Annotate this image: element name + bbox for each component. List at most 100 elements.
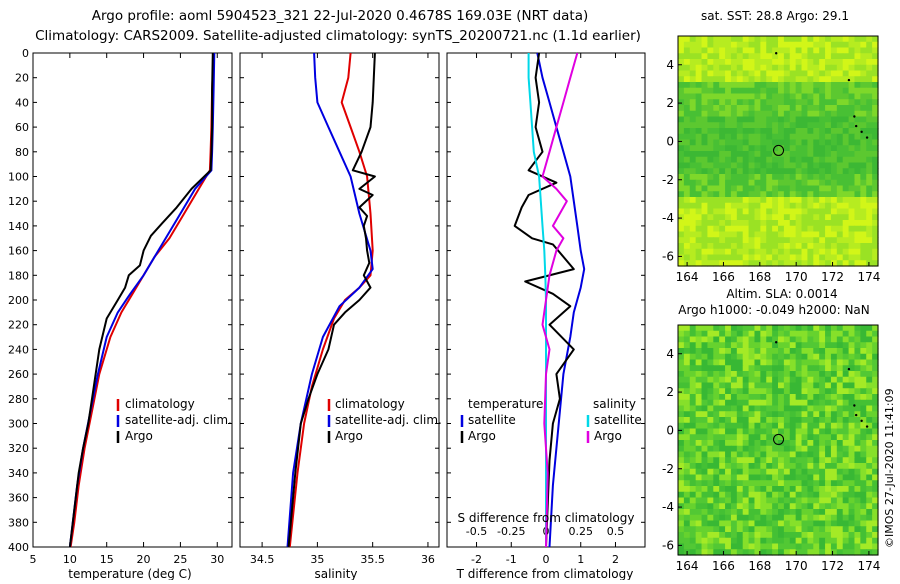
map-cell bbox=[678, 99, 685, 106]
map-cell bbox=[725, 110, 732, 118]
map-cell bbox=[860, 174, 867, 181]
map-cell bbox=[730, 174, 738, 181]
map-cell bbox=[772, 359, 779, 366]
map-cell bbox=[707, 353, 714, 361]
map-cell bbox=[789, 491, 797, 499]
map-cell bbox=[695, 434, 703, 441]
map-cell bbox=[789, 145, 797, 152]
map-cell bbox=[783, 197, 791, 204]
map-cell bbox=[819, 417, 826, 424]
map-cell bbox=[836, 116, 844, 123]
map-cell bbox=[719, 162, 726, 169]
map-cell bbox=[736, 53, 744, 60]
map-cell bbox=[860, 168, 867, 175]
map-cell bbox=[689, 139, 697, 146]
map-cell bbox=[742, 110, 750, 118]
map-cell bbox=[830, 116, 838, 123]
map-cell bbox=[807, 463, 814, 470]
difference-profile-panel: -2 -1 0 1 2-0.5 -0.25 0 0.25 0.5 bbox=[446, 52, 646, 566]
map-cell bbox=[748, 128, 756, 135]
map-cell bbox=[801, 59, 809, 66]
map-cell bbox=[725, 503, 732, 510]
map-cell bbox=[801, 202, 809, 210]
y-tick-label: 100 bbox=[8, 171, 29, 184]
map-cell bbox=[848, 220, 856, 227]
map-cell bbox=[725, 549, 732, 556]
map-cell bbox=[695, 405, 703, 412]
map-cell bbox=[725, 359, 732, 366]
map-cell bbox=[801, 214, 809, 221]
map-cell bbox=[760, 254, 767, 261]
map-cell bbox=[707, 526, 714, 533]
map-cell bbox=[866, 417, 873, 424]
map-cell bbox=[860, 468, 867, 476]
map-cell bbox=[842, 330, 850, 338]
map-cell bbox=[825, 105, 832, 112]
map-cell bbox=[807, 394, 814, 401]
map-cell bbox=[819, 468, 826, 476]
map-cell bbox=[789, 248, 797, 256]
map-cell bbox=[783, 549, 791, 556]
map-cell bbox=[730, 497, 738, 504]
map-cell bbox=[807, 371, 814, 378]
map-cell bbox=[695, 179, 703, 187]
map-cell bbox=[778, 486, 785, 493]
map-cell bbox=[713, 64, 720, 72]
map-cell bbox=[860, 353, 867, 361]
map-cell bbox=[766, 486, 773, 493]
map-cell bbox=[848, 445, 856, 453]
map-cell bbox=[848, 105, 856, 112]
map-cell bbox=[842, 371, 850, 378]
map-cell bbox=[842, 486, 850, 493]
map-cell bbox=[866, 445, 873, 453]
map-cell bbox=[830, 59, 838, 66]
map-cell bbox=[683, 145, 691, 152]
map-cell bbox=[701, 168, 709, 175]
map-cell bbox=[842, 353, 850, 361]
map-cell bbox=[719, 248, 726, 256]
map-cell bbox=[813, 480, 820, 487]
map-cell bbox=[701, 93, 709, 100]
map-cell bbox=[689, 99, 697, 106]
map-cell bbox=[807, 497, 814, 504]
map-cell bbox=[707, 440, 714, 447]
map-cell bbox=[825, 526, 832, 533]
map-cell bbox=[854, 451, 861, 458]
map-cell bbox=[725, 457, 732, 464]
map-cell bbox=[766, 122, 773, 129]
map-cell bbox=[830, 151, 838, 158]
map-cell bbox=[813, 428, 820, 435]
map-cell bbox=[678, 480, 685, 487]
map-cell bbox=[842, 411, 850, 418]
map-cell bbox=[836, 220, 844, 227]
map-cell bbox=[830, 214, 838, 221]
map-cell bbox=[842, 463, 850, 470]
map-cell bbox=[778, 514, 785, 522]
map-y-tick-label: 0 bbox=[666, 423, 674, 437]
map-cell bbox=[860, 151, 867, 158]
map-cell bbox=[713, 463, 720, 470]
map-cell bbox=[678, 156, 685, 164]
map-cell bbox=[725, 197, 732, 204]
map-cell bbox=[842, 468, 850, 476]
map-cell bbox=[713, 486, 720, 493]
map-cell bbox=[848, 70, 856, 77]
map-cell bbox=[766, 197, 773, 204]
map-cell bbox=[836, 64, 844, 72]
map-cell bbox=[772, 365, 779, 372]
map-cell bbox=[854, 428, 861, 435]
map-cell bbox=[866, 382, 873, 389]
map-cell bbox=[678, 376, 685, 384]
map-cell bbox=[795, 202, 803, 210]
map-cell bbox=[748, 394, 756, 401]
map-cell bbox=[736, 128, 744, 135]
map-cell bbox=[754, 133, 761, 141]
map-cell bbox=[772, 480, 779, 487]
map-cell bbox=[748, 145, 756, 152]
map-cell bbox=[866, 365, 873, 372]
map-cell bbox=[754, 474, 761, 481]
map-cell bbox=[707, 428, 714, 435]
map-cell bbox=[801, 162, 809, 169]
map-x-tick-label: 174 bbox=[857, 270, 880, 284]
map-cell bbox=[842, 434, 850, 441]
